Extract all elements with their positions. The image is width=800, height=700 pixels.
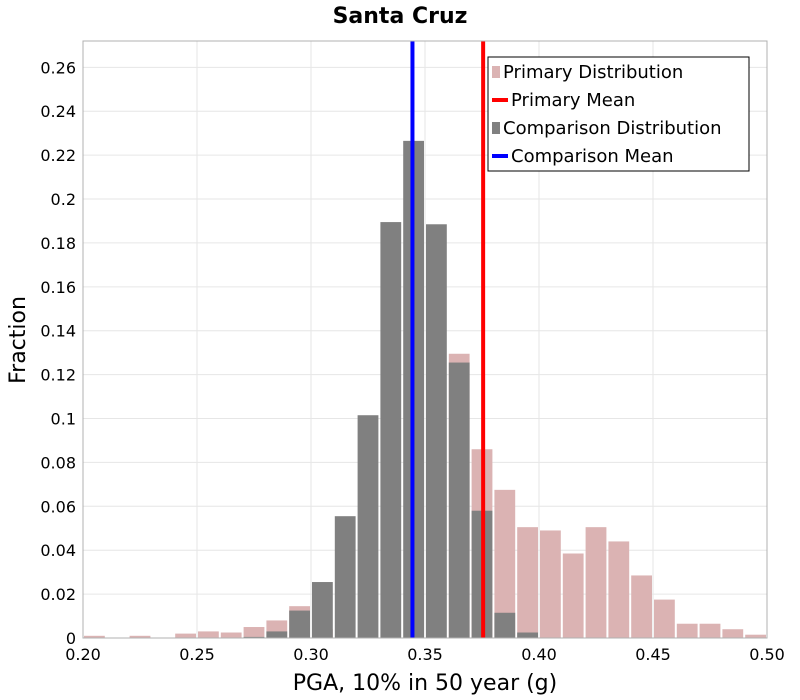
x-tick-label: 0.20	[65, 645, 101, 664]
legend: Primary Distribution Primary Mean Comparis…	[487, 56, 750, 172]
primary-distribution-bar	[745, 634, 766, 638]
primary-distribution-bar	[517, 527, 538, 638]
plot-frame	[82, 40, 768, 639]
primary-distribution-bar	[608, 541, 630, 638]
comparison-distribution-bar	[380, 222, 402, 638]
primary-distribution-bar	[84, 635, 105, 638]
comparison-distribution-bar	[289, 610, 310, 638]
y-tick-label: 0.04	[40, 541, 76, 560]
primary-distribution-bar	[129, 635, 151, 638]
comparison-distribution-bar	[494, 612, 516, 638]
primary-distribution-bar	[676, 623, 698, 638]
x-tick-label: 0.50	[749, 645, 785, 664]
x-tick-label: 0.45	[635, 645, 671, 664]
legend-primary-mean-label: Primary Mean	[511, 90, 635, 111]
chart-title: Santa Cruz	[333, 4, 468, 29]
primary-distribution-bar	[494, 489, 516, 638]
y-tick-label: 0.06	[40, 497, 76, 516]
y-tick-label: 0.26	[40, 58, 76, 77]
y-tick-label: 0	[66, 629, 76, 648]
primary-distribution-bar	[722, 629, 744, 638]
primary-distribution-bar	[585, 527, 607, 638]
comparison-distribution-bar	[517, 632, 538, 638]
y-tick-label: 0.1	[51, 410, 76, 429]
y-tick-label: 0.2	[51, 190, 76, 209]
primary-distribution-bar	[699, 623, 721, 638]
comparison-distribution-bar	[357, 415, 379, 638]
comparison-distribution-bar	[334, 516, 356, 638]
comparison-distribution-bar	[266, 631, 288, 638]
legend-primary-distribution-swatch	[492, 66, 500, 78]
x-tick-label: 0.35	[407, 645, 443, 664]
legend-primary-distribution-label: Primary Distribution	[503, 62, 683, 83]
comparison-distribution-bar	[448, 362, 470, 638]
x-tick-label: 0.30	[293, 645, 329, 664]
y-tick-label: 0.18	[40, 234, 76, 253]
primary-distribution-bar	[243, 627, 265, 638]
x-tick-label: 0.25	[179, 645, 215, 664]
primary-distribution-bar	[540, 530, 561, 638]
legend-box	[487, 56, 750, 172]
y-tick-label: 0.08	[40, 453, 76, 472]
y-tick-label: 0.14	[40, 322, 76, 341]
y-tick-label: 0.12	[40, 366, 76, 385]
legend-comparison-distribution-label: Comparison Distribution	[503, 118, 722, 139]
comparison-distribution-bar	[426, 224, 447, 639]
x-tick-label: 0.40	[521, 645, 557, 664]
legend-comparison-mean-label: Comparison Mean	[511, 146, 674, 167]
y-axis-label: Fraction	[6, 296, 31, 384]
primary-distribution-bar	[654, 599, 675, 638]
y-tick-label: 0.02	[40, 585, 76, 604]
y-tick-label: 0.16	[40, 278, 76, 297]
primary-distribution-bar	[175, 633, 196, 638]
primary-distribution-bar	[220, 632, 242, 638]
y-tick-label: 0.24	[40, 102, 76, 121]
primary-distribution-bar	[631, 575, 652, 638]
comparison-distribution-bar	[312, 582, 333, 638]
x-axis-label: PGA, 10% in 50 year (g)	[293, 671, 557, 696]
legend-comparison-distribution-swatch	[492, 122, 500, 134]
comparison-distribution-bar	[243, 636, 265, 638]
primary-distribution-bar	[562, 553, 584, 638]
primary-distribution-bar	[198, 631, 219, 638]
y-tick-label: 0.22	[40, 146, 76, 165]
